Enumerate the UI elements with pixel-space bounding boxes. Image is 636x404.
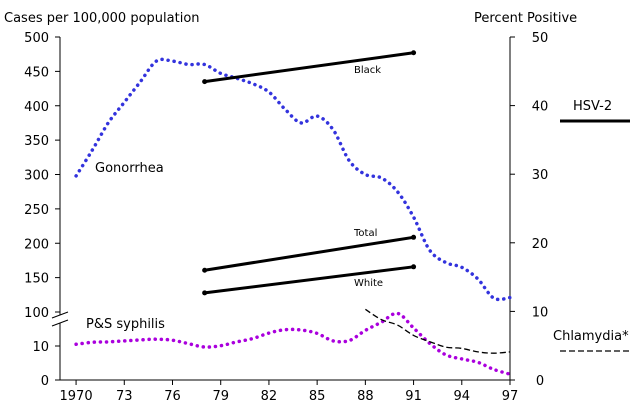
left-tick-label: 450 bbox=[24, 65, 49, 80]
axis-break-mark bbox=[51, 311, 69, 327]
hsv2-white-line bbox=[204, 265, 414, 295]
right-axis-ticks: 0 10 20 30 40 50 bbox=[510, 31, 548, 389]
x-tick-label: 79 bbox=[212, 389, 229, 404]
legend-chlamydia-label: Chlamydia* bbox=[553, 329, 629, 344]
right-tick-label: 0 bbox=[536, 374, 544, 389]
left-tick-label: 500 bbox=[24, 31, 49, 46]
hsv2-total-label: Total bbox=[353, 228, 377, 239]
left-tick-label: 10 bbox=[32, 340, 49, 355]
right-tick-label: 40 bbox=[532, 100, 549, 115]
left-tick-label: 150 bbox=[24, 272, 49, 287]
hsv2-point bbox=[411, 234, 417, 240]
left-tick-label: 200 bbox=[24, 237, 49, 252]
left-axis-title: Cases per 100,000 population bbox=[4, 11, 200, 26]
gonorrhea-label: Gonorrhea bbox=[95, 161, 164, 176]
x-tick-label: 94 bbox=[454, 389, 471, 404]
right-tick-label: 50 bbox=[532, 31, 549, 46]
x-tick-label: 1970 bbox=[60, 389, 93, 404]
left-tick-label: 300 bbox=[24, 169, 49, 184]
hsv2-black-line bbox=[204, 51, 414, 84]
x-tick-label: 85 bbox=[309, 389, 326, 404]
x-tick-label: 73 bbox=[116, 389, 133, 404]
right-tick-label: 10 bbox=[532, 305, 549, 320]
right-axis-title: Percent Positive bbox=[474, 11, 577, 26]
x-tick-label: 82 bbox=[261, 389, 278, 404]
hsv2-point bbox=[411, 50, 417, 56]
right-tick-label: 30 bbox=[532, 168, 549, 183]
legend-hsv2-label: HSV-2 bbox=[573, 99, 612, 114]
left-tick-label: 100 bbox=[24, 306, 49, 321]
series-hsv2-lines bbox=[202, 50, 417, 296]
series-chlamydia-line bbox=[365, 308, 511, 354]
series-gonorrhea-line bbox=[74, 57, 512, 302]
hsv2-white-label: White bbox=[354, 278, 383, 289]
hsv2-point bbox=[411, 264, 417, 270]
x-axis-ticks: 1970 73 76 79 82 85 88 91 94 97 bbox=[60, 380, 519, 404]
left-tick-label: 250 bbox=[24, 203, 49, 218]
syphilis-label: P&S syphilis bbox=[86, 317, 165, 332]
left-tick-label: 350 bbox=[24, 134, 49, 149]
hsv2-point bbox=[202, 267, 208, 273]
x-tick-label: 97 bbox=[502, 389, 519, 404]
x-tick-label: 76 bbox=[164, 389, 181, 404]
hsv2-total-line bbox=[204, 235, 414, 272]
left-tick-label: 400 bbox=[24, 100, 49, 115]
x-tick-label: 88 bbox=[357, 389, 374, 404]
hsv2-black-label: Black bbox=[354, 65, 381, 76]
hsv2-point bbox=[202, 79, 208, 85]
x-tick-label: 91 bbox=[405, 389, 422, 404]
series-syphilis-line bbox=[74, 311, 512, 376]
legend: HSV-2 Chlamydia* bbox=[553, 99, 630, 352]
left-tick-label: 0 bbox=[41, 374, 49, 389]
right-tick-label: 20 bbox=[532, 237, 549, 252]
hsv2-point bbox=[202, 290, 208, 296]
left-axis-ticks: 100 150 200 250 300 350 400 450 500 0 10 bbox=[24, 31, 60, 389]
